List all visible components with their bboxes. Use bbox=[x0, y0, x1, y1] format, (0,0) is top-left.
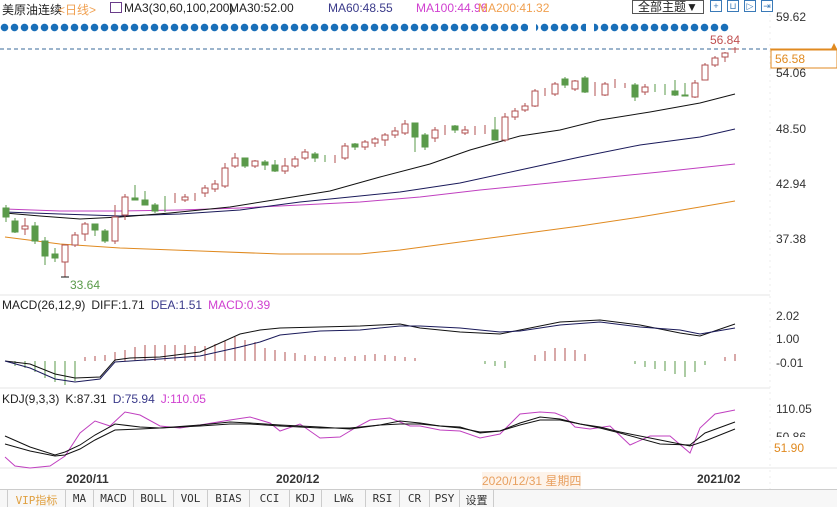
ma60-value: MA60:48.55 bbox=[328, 1, 393, 15]
candlesticks bbox=[2, 47, 739, 278]
chart-play-icon[interactable]: ▷ bbox=[744, 0, 756, 12]
price-tick: 54.06 bbox=[776, 66, 807, 80]
tab-lw[interactable]: LW& bbox=[322, 490, 366, 507]
crosshair-icon[interactable]: + bbox=[710, 0, 722, 12]
x-label: 2021/02 bbox=[697, 472, 741, 486]
price-tick: 37.38 bbox=[776, 232, 807, 246]
instrument-title: 美原油连续 bbox=[2, 3, 63, 17]
kdj-j: J:110.05 bbox=[160, 392, 206, 406]
tab-ma[interactable]: MA bbox=[66, 490, 94, 507]
chart-header: 美原油连续 <日线> MA3(30,60,100,200) MA30:52.00… bbox=[0, 0, 837, 17]
kdj-tick: 50.86 bbox=[776, 430, 807, 437]
chart-canvas[interactable]: /* placeholder */ bbox=[0, 0, 837, 489]
price-tick: 59.62 bbox=[776, 10, 807, 24]
macd-tick: 2.02 bbox=[776, 309, 800, 323]
macd-params: MACD(26,12,9) bbox=[2, 298, 86, 312]
ma-settings-icon[interactable] bbox=[110, 2, 122, 13]
period-selector[interactable]: <日线> bbox=[58, 3, 97, 17]
tab-bias[interactable]: BIAS bbox=[208, 490, 250, 507]
macd-value: MACD:0.39 bbox=[208, 298, 271, 312]
tab-kdj[interactable]: KDJ bbox=[290, 490, 322, 507]
macd-title: MACD(26,12,9) DIFF:1.71 DEA:1.51 MACD:0.39 bbox=[2, 298, 276, 312]
crosshair-date-label: 2020/12/31 星期四 bbox=[482, 472, 582, 489]
tab-cci[interactable]: CCI bbox=[250, 490, 290, 507]
ma30-value: MA30:52.00 bbox=[229, 1, 294, 15]
chart-range-icon[interactable]: ⊔ bbox=[727, 0, 739, 12]
x-label: 2020/12 bbox=[276, 472, 320, 486]
signal-dots-row bbox=[0, 23, 730, 32]
tab-cr[interactable]: CR bbox=[400, 490, 430, 507]
theme-dropdown[interactable]: 全部主题▼ bbox=[632, 0, 704, 14]
tab-vol[interactable]: VOL bbox=[174, 490, 208, 507]
macd-histogram bbox=[14, 337, 736, 385]
x-label: 2020/11 bbox=[66, 472, 109, 486]
ma200-value: MA200:41.32 bbox=[478, 1, 550, 15]
kdj-current: 51.90 bbox=[774, 441, 805, 455]
macd-tick: -0.01 bbox=[776, 356, 804, 370]
tab-psy[interactable]: PSY bbox=[430, 490, 460, 507]
tab-settings[interactable]: 设置 bbox=[460, 490, 494, 507]
low-price-label: 33.64 bbox=[70, 278, 101, 292]
chart-end-icon[interactable]: ⇥ bbox=[761, 0, 773, 12]
kdj-tick: 110.05 bbox=[776, 402, 812, 416]
high-price-label: 56.84 bbox=[710, 33, 741, 47]
tab-spacer bbox=[0, 490, 8, 507]
kdj-d: D:75.94 bbox=[112, 392, 155, 406]
price-tick: 48.50 bbox=[776, 122, 807, 136]
kdj-params: KDJ(9,3,3) bbox=[2, 392, 60, 406]
macd-tick: 1.00 bbox=[776, 332, 800, 346]
tab-macd[interactable]: MACD bbox=[94, 490, 134, 507]
kdj-title: KDJ(9,3,3) K:87.31 D:75.94 J:110.05 bbox=[2, 392, 212, 406]
price-tick: 42.94 bbox=[776, 177, 807, 191]
kdj-k: K:87.31 bbox=[65, 392, 107, 406]
indicator-tabs: VIP指标 MA MACD BOLL VOL BIAS CCI KDJ LW& … bbox=[0, 489, 837, 507]
tab-vip[interactable]: VIP指标 bbox=[8, 490, 66, 507]
tab-rsi[interactable]: RSI bbox=[366, 490, 400, 507]
current-price-label: 56.58 bbox=[775, 52, 806, 66]
ma-label: MA3(30,60,100,200) bbox=[124, 1, 234, 15]
tab-boll[interactable]: BOLL bbox=[134, 490, 174, 507]
macd-diff: DIFF:1.71 bbox=[91, 298, 145, 312]
ma100-value: MA100:44.96 bbox=[416, 1, 488, 15]
macd-dea: DEA:1.51 bbox=[150, 298, 203, 312]
